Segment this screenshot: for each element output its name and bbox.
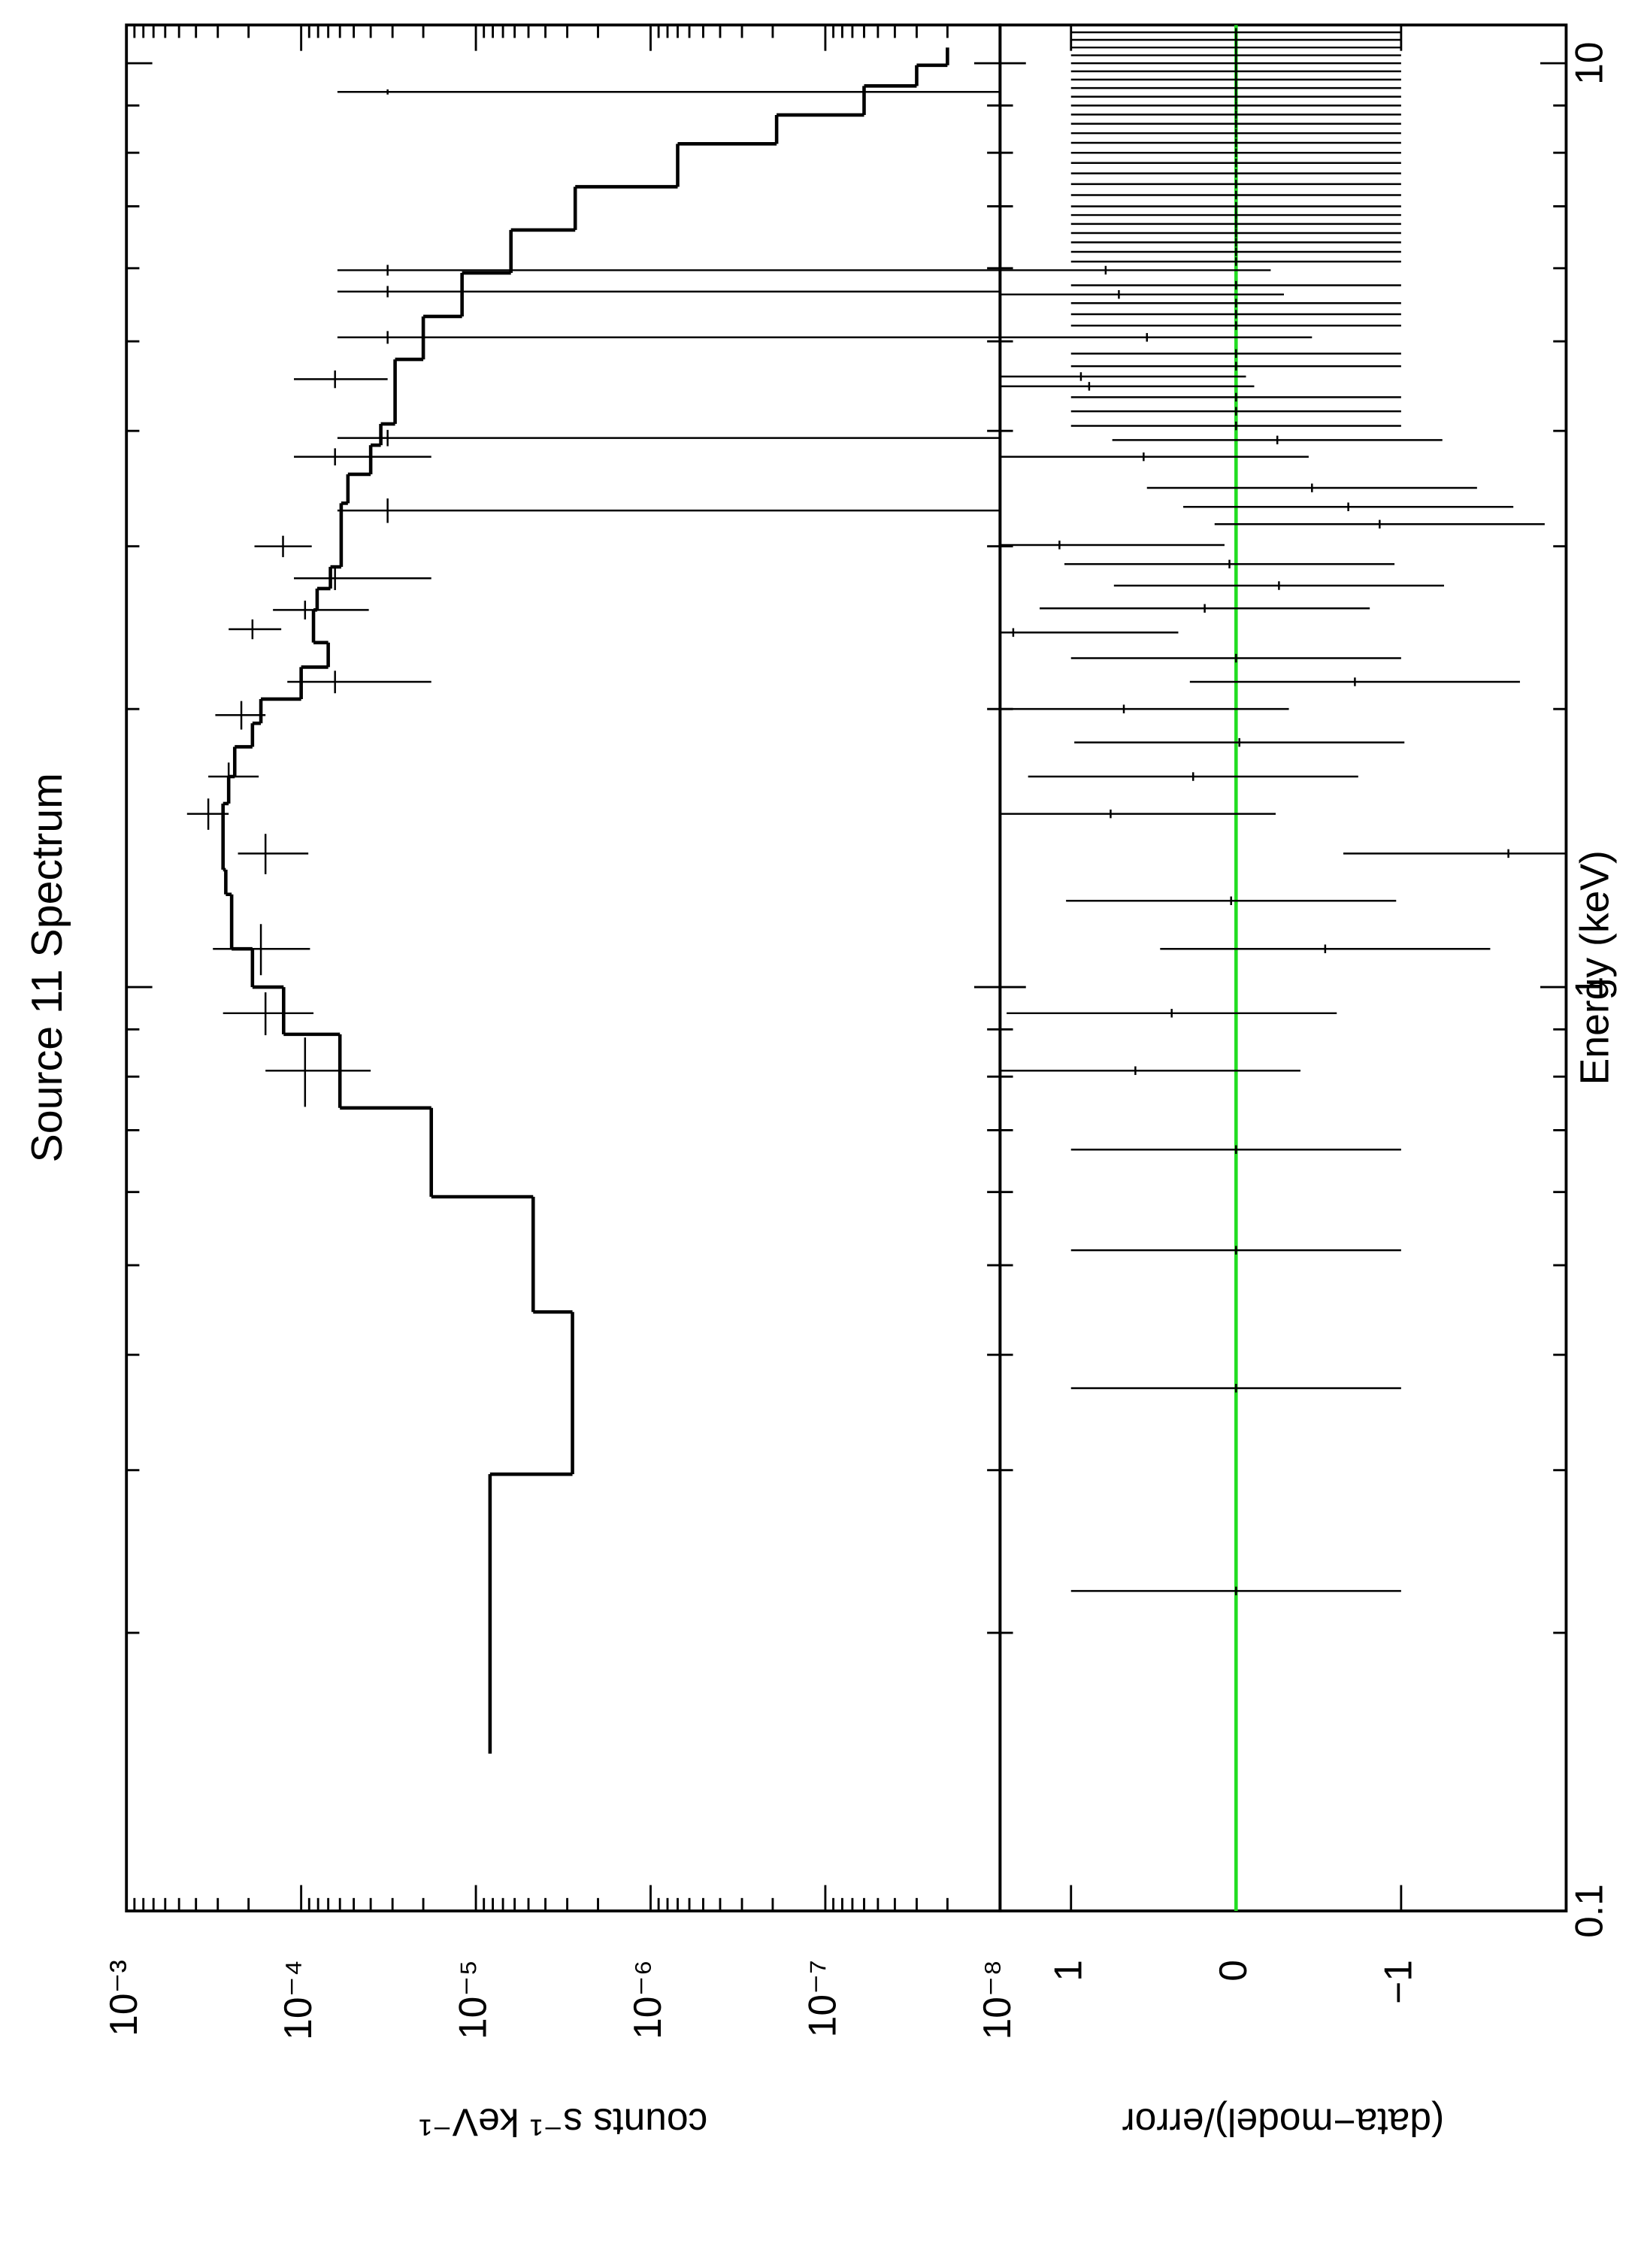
rotated-plot: Source 11 Spectrum counts s⁻¹ keV⁻¹ (dat…: [23, 23, 1618, 2145]
y-tick-label: 1: [1046, 1960, 1089, 1982]
y-tick-label: 10⁻⁴: [276, 1960, 319, 2040]
y-tick-label: −1: [1376, 1960, 1419, 2004]
y-tick-label: 10⁻⁸: [975, 1960, 1019, 2039]
y-tick-label: 10⁻⁵: [451, 1960, 495, 2039]
y-tick-label: 0: [1211, 1960, 1255, 1982]
chart-title: Source 11 Spectrum: [23, 773, 71, 1162]
plot-frame: [998, 23, 1568, 1912]
marks: [1000, 25, 1567, 1912]
x-tick-label: 0.1: [1567, 1884, 1610, 1938]
x-axis-label: Energy (keV): [1573, 850, 1618, 1085]
marks: [186, 47, 1001, 1754]
x-tick-label: 1: [1567, 977, 1610, 998]
y-tick-label: 10⁻⁶: [625, 1960, 669, 2039]
x-tick-label: 10: [1567, 41, 1610, 84]
y-axis-label: (data−model)/error: [1122, 2101, 1445, 2145]
y-axis-label: counts s⁻¹ keV⁻¹: [419, 2101, 707, 2145]
y-tick-label: 10⁻⁷: [801, 1960, 844, 2037]
y-tick-label: 10⁻³: [101, 1960, 145, 2036]
